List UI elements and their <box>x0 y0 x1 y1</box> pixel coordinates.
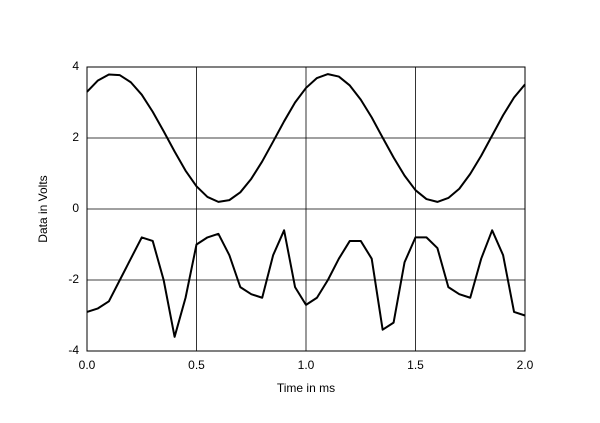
x-tick-label: 0.0 <box>79 358 96 372</box>
line-series <box>86 73 526 203</box>
x-axis-label: Time in ms <box>277 381 335 395</box>
x-tick-label: 1.5 <box>407 358 424 372</box>
y-tick-label: -2 <box>68 272 79 286</box>
y-tick-label: 0 <box>72 201 79 215</box>
y-tick-label: 2 <box>72 130 79 144</box>
line-series <box>86 229 526 338</box>
y-axis-label: Data in Volts <box>36 175 50 242</box>
x-tick-label: 0.5 <box>188 358 205 372</box>
y-tick-label: 4 <box>72 59 79 73</box>
x-tick-label: 2.0 <box>517 358 534 372</box>
plot-frame <box>86 66 526 352</box>
x-tick-label: 1.0 <box>298 358 315 372</box>
y-tick-label: -4 <box>68 343 79 357</box>
